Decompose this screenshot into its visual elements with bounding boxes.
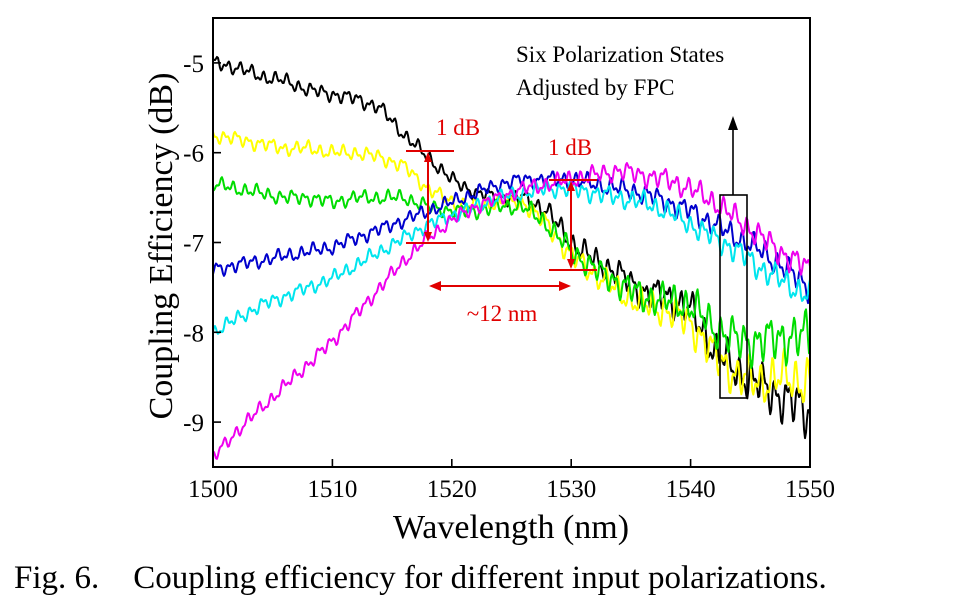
series-line-6 xyxy=(213,162,810,460)
series-line-5 xyxy=(213,180,810,335)
y-axis-label: Coupling Efficiency (dB) xyxy=(143,73,180,420)
tick-layer: 1500 1510 1520 1530 1540 1550 -9 -8 -7 -6 -5 xyxy=(183,51,835,503)
y-tick-label: -7 xyxy=(183,231,204,258)
series-layer xyxy=(213,55,810,460)
red-annotations: 1 dB 1 dB ~12 nm xyxy=(406,115,597,326)
series-line-4 xyxy=(213,170,810,305)
figure-caption: Fig. 6. Coupling efficiency for different… xyxy=(14,560,974,597)
states-annotation-line1: Six Polarization States xyxy=(516,42,724,67)
db-left-arrow-down xyxy=(424,232,432,242)
db-left-arrow-up xyxy=(424,152,432,162)
x-tick-label: 1520 xyxy=(427,476,477,503)
series-line-3 xyxy=(213,176,810,369)
nm-span-label: ~12 nm xyxy=(467,301,538,326)
db-right-arrow-down xyxy=(567,259,575,269)
db-right-arrow-up xyxy=(567,181,575,191)
figure-number: Fig. 6. xyxy=(14,560,100,596)
y-tick-label: -6 xyxy=(183,141,204,168)
x-tick-label: 1500 xyxy=(188,476,238,503)
nm-span-arrow-right xyxy=(559,281,571,291)
y-tick-label: -8 xyxy=(183,320,204,347)
y-tick-label: -5 xyxy=(183,51,204,78)
highlight-box xyxy=(719,194,748,399)
y-tick-label: -9 xyxy=(183,410,204,437)
x-axis-label: Wavelength (nm) xyxy=(393,509,629,546)
coupling-efficiency-chart: 1500 1510 1520 1530 1540 1550 -9 -8 -7 -6 -5 Wavel… xyxy=(143,17,835,546)
series-line-2 xyxy=(213,130,810,404)
states-annotation-line2: Adjusted by FPC xyxy=(516,75,674,100)
x-tick-label: 1510 xyxy=(307,476,357,503)
x-tick-label: 1550 xyxy=(785,476,835,503)
x-tick-label: 1530 xyxy=(546,476,596,503)
upward-arrow-head xyxy=(728,116,738,130)
figure-caption-text: Coupling efficiency for different input … xyxy=(133,560,827,596)
db-left-label: 1 dB xyxy=(436,115,480,140)
x-tick-label: 1540 xyxy=(666,476,716,503)
db-right-label: 1 dB xyxy=(548,135,592,160)
nm-span-arrow-left xyxy=(429,281,441,291)
